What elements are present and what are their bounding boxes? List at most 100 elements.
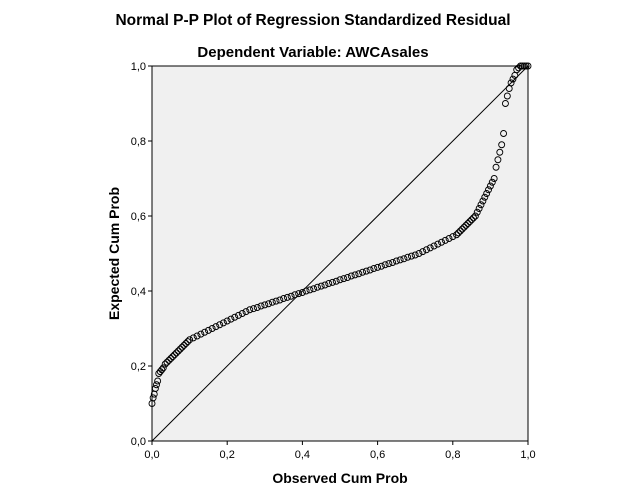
data-point <box>468 216 476 224</box>
y-tick-label: 0,8 <box>131 136 146 148</box>
data-point <box>193 332 201 340</box>
x-axis-title: Observed Cum Prob <box>272 470 407 486</box>
data-point <box>313 283 321 291</box>
data-point <box>355 270 363 278</box>
data-point <box>180 341 188 349</box>
data-point <box>153 381 160 389</box>
x-tick-label: 0,6 <box>370 449 385 461</box>
data-point <box>176 345 184 353</box>
data-point <box>381 261 389 269</box>
data-point <box>445 235 453 242</box>
data-point <box>486 182 494 190</box>
data-point <box>158 366 166 374</box>
data-point <box>507 79 515 87</box>
data-point <box>441 236 449 244</box>
data-point <box>362 267 370 275</box>
data-point <box>151 385 159 392</box>
data-point <box>268 298 276 306</box>
data-point <box>389 259 397 266</box>
data-point <box>149 394 157 402</box>
y-tick-label: 0,0 <box>131 436 146 448</box>
data-point <box>280 295 288 302</box>
data-point <box>201 328 209 336</box>
data-point <box>485 186 492 194</box>
data-point <box>520 62 528 70</box>
data-point <box>204 326 212 334</box>
data-point <box>396 256 404 264</box>
data-point <box>347 272 355 280</box>
data-point <box>374 263 382 271</box>
data-point <box>479 197 487 205</box>
data-point <box>174 347 182 355</box>
data-point <box>419 248 427 256</box>
data-point <box>500 130 508 137</box>
data-point <box>407 252 415 260</box>
data-point <box>212 323 220 331</box>
data-point <box>477 201 485 209</box>
data-point <box>250 305 257 313</box>
data-point <box>186 336 194 344</box>
data-point <box>257 302 265 310</box>
data-point <box>336 276 344 284</box>
data-point <box>163 358 171 366</box>
data-point <box>321 281 329 289</box>
data-point <box>329 278 336 286</box>
data-point <box>197 330 205 338</box>
data-point <box>317 282 325 290</box>
data-point <box>235 311 242 319</box>
data-point <box>272 297 280 305</box>
data-point <box>344 274 351 281</box>
data-point <box>165 356 173 364</box>
data-point <box>238 310 246 317</box>
data-point <box>287 292 295 300</box>
data-point <box>265 300 273 308</box>
data-point <box>470 214 477 222</box>
data-point <box>392 257 400 265</box>
data-point <box>295 290 303 298</box>
data-point <box>483 190 491 197</box>
data-point <box>426 244 434 252</box>
y-tick-label: 0,4 <box>131 286 146 298</box>
data-point <box>411 251 419 259</box>
data-point <box>471 212 479 220</box>
data-point <box>178 343 186 351</box>
data-point <box>182 340 190 347</box>
y-axis-title: Expected Cum Prob <box>106 187 122 320</box>
data-point <box>501 100 509 107</box>
data-point <box>449 233 457 241</box>
data-point <box>488 178 496 186</box>
y-tick-label: 0,2 <box>131 361 146 373</box>
data-point <box>283 293 291 301</box>
data-point <box>464 220 472 227</box>
data-point <box>306 286 314 294</box>
data-point <box>246 306 254 314</box>
data-point <box>161 360 169 368</box>
data-point <box>492 163 500 171</box>
data-point <box>340 275 348 283</box>
data-point <box>453 231 461 239</box>
x-tick-label: 0,8 <box>445 449 460 461</box>
data-point <box>219 319 227 327</box>
data-point <box>415 250 423 257</box>
data-point <box>475 205 483 212</box>
data-point <box>522 62 530 70</box>
data-point <box>359 268 367 276</box>
data-point <box>223 317 231 325</box>
data-point <box>242 308 250 316</box>
data-point <box>216 321 224 329</box>
data-point <box>159 364 167 372</box>
data-point <box>513 66 521 74</box>
data-point <box>430 242 438 250</box>
data-point <box>438 238 445 246</box>
data-point <box>302 287 310 295</box>
data-point <box>509 75 517 83</box>
x-tick-label: 1,0 <box>520 449 535 461</box>
data-point <box>385 260 393 268</box>
data-point <box>454 229 462 237</box>
data-point <box>494 156 502 164</box>
data-point <box>184 338 192 346</box>
data-point <box>208 325 216 332</box>
data-point <box>456 227 464 235</box>
